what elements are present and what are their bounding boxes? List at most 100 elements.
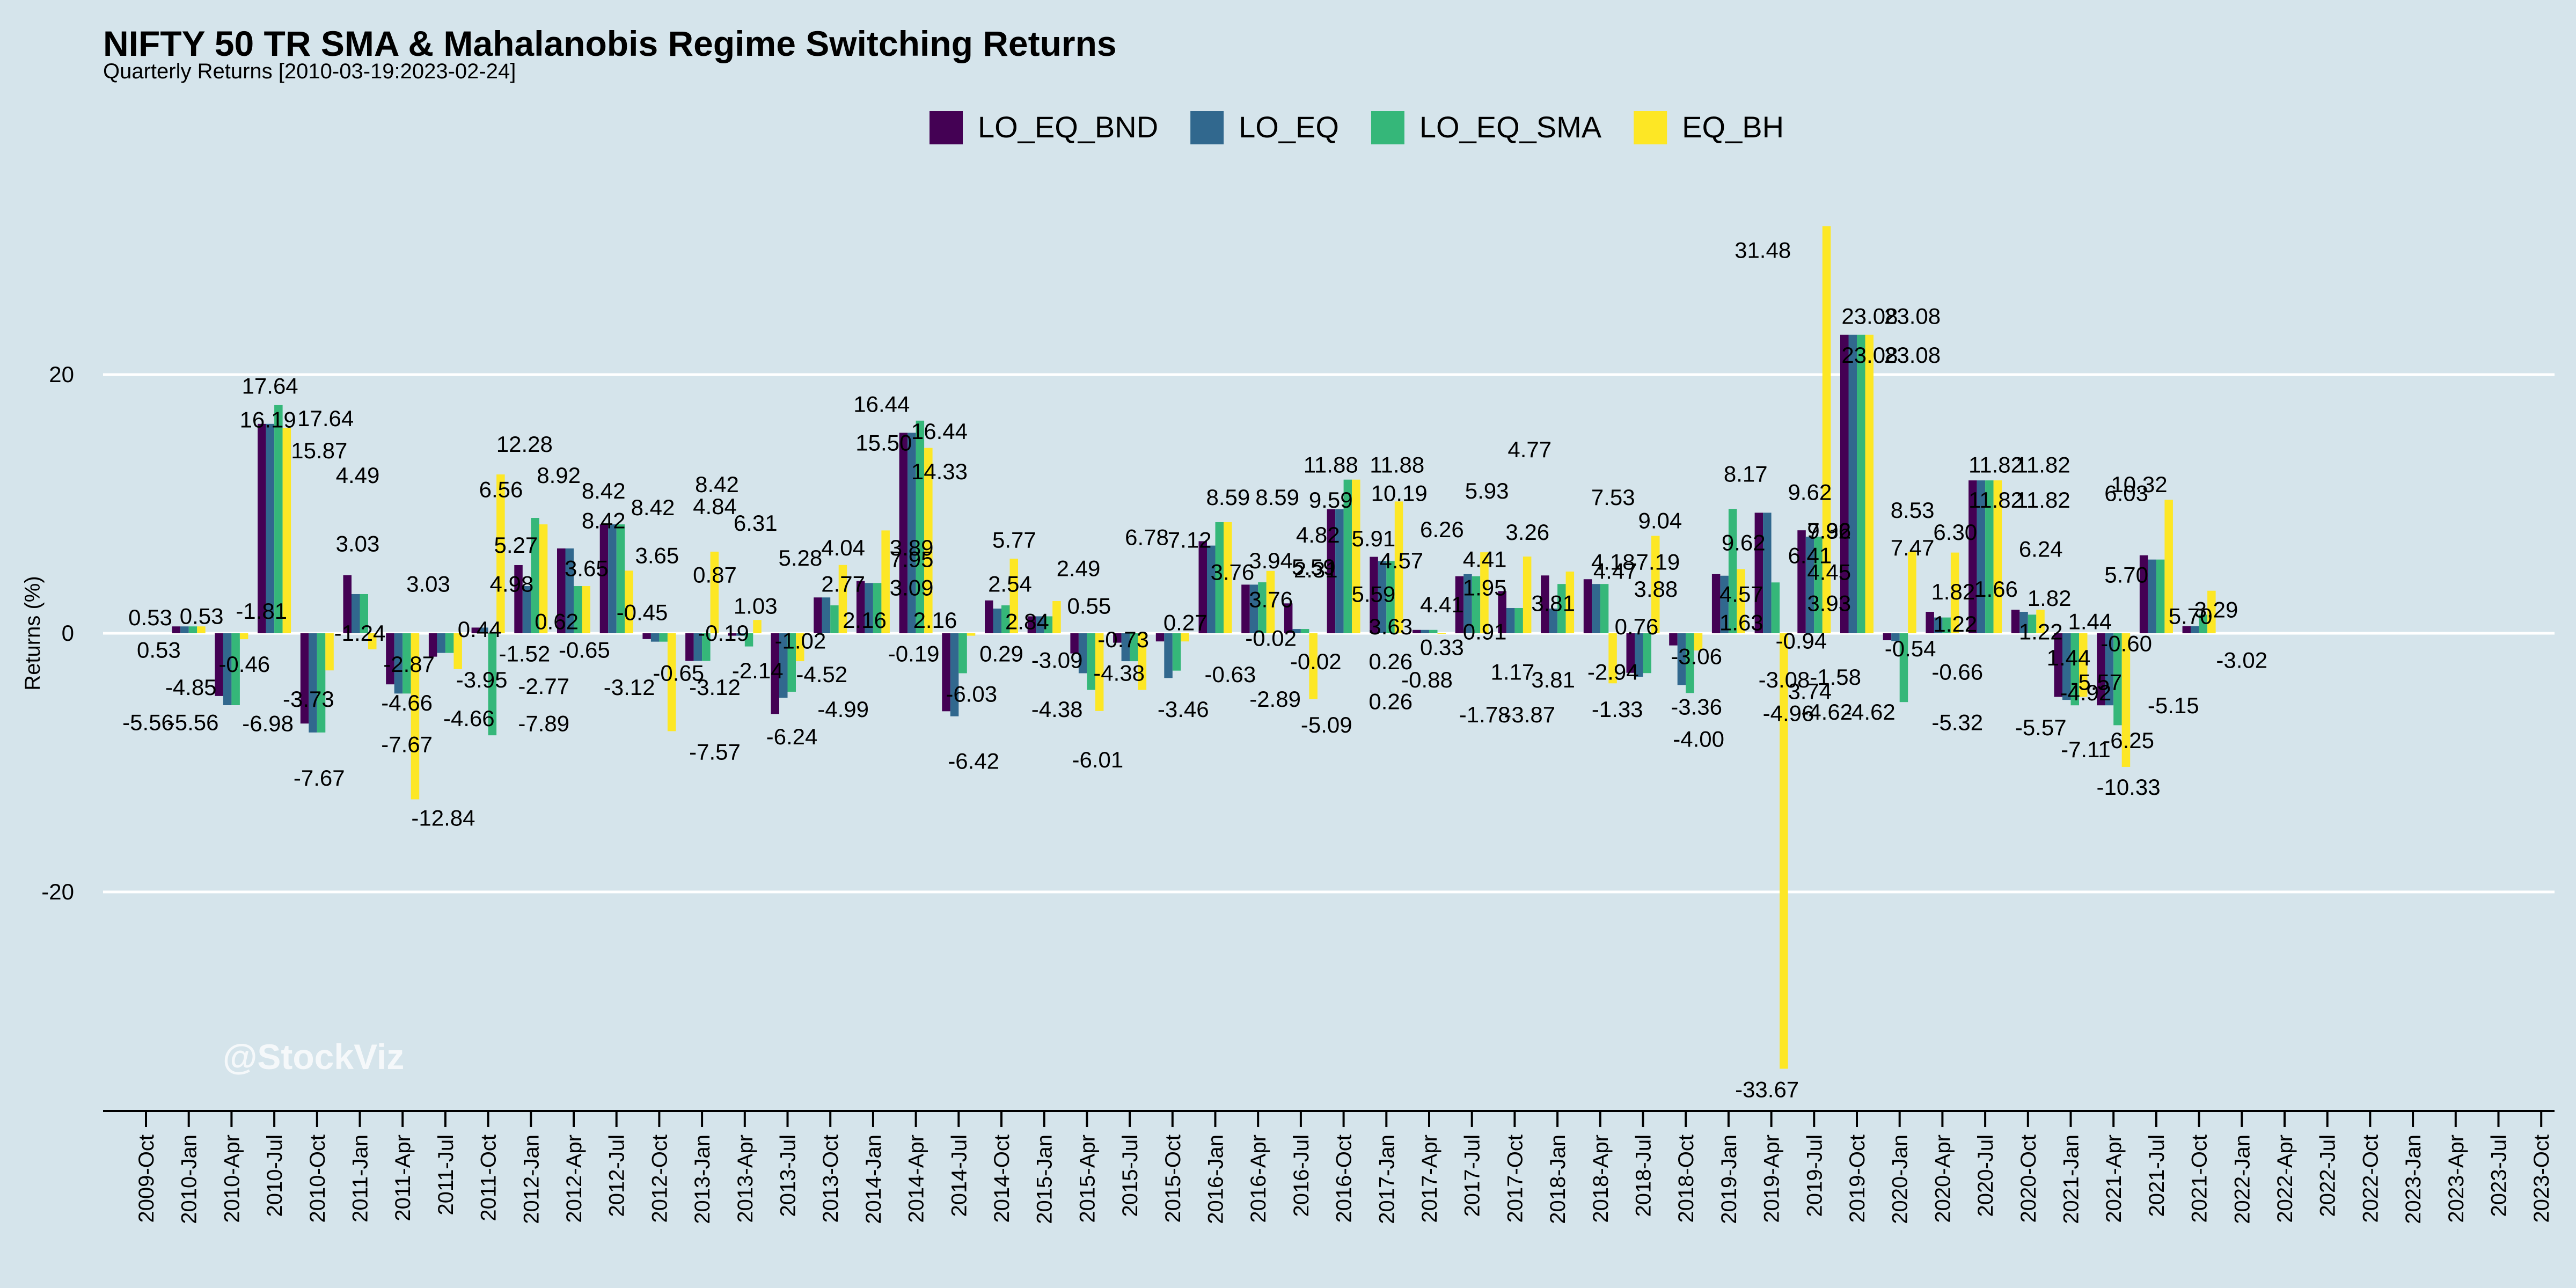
data-label: 14.33: [911, 459, 968, 484]
data-label: -4.66: [443, 706, 495, 731]
bar-lo-eq: [736, 633, 745, 636]
data-label: 7.19: [1636, 549, 1680, 574]
data-label: -2.77: [518, 674, 569, 699]
x-tick-label: 2017-Jul: [1461, 1135, 1484, 1217]
legend-label: EQ_BH: [1682, 110, 1784, 144]
data-label: 5.91: [1352, 526, 1396, 551]
data-label: 8.59: [1255, 485, 1299, 510]
data-label: 1.82: [2028, 586, 2072, 611]
bar-eq-bh: [881, 530, 890, 633]
bar-lo-eq-bnd: [942, 633, 950, 712]
data-label: 23.08: [1841, 342, 1898, 368]
data-label: 2.31: [1294, 557, 1338, 582]
data-label: -4.38: [1093, 661, 1145, 686]
data-label: -7.11: [2061, 737, 2111, 762]
data-label: 3.89: [890, 535, 934, 560]
bar-lo-eq: [1463, 574, 1472, 633]
data-label: 1.82: [1931, 579, 1975, 604]
bar-eq-bh: [1865, 334, 1874, 633]
data-label: 7.96: [1807, 518, 1851, 544]
legend-label: LO_EQ: [1239, 110, 1339, 144]
data-label: 5.70: [2104, 562, 2148, 588]
bar-eq-bh: [796, 633, 804, 662]
bar-lo-eq-bnd: [685, 633, 694, 661]
data-label: 0.76: [1615, 614, 1659, 639]
data-label: -3.73: [283, 686, 334, 712]
data-label: 9.04: [1638, 508, 1682, 533]
bar-lo-eq-bnd: [1284, 603, 1293, 633]
bar-eq-bh: [239, 633, 248, 640]
x-tick-label: 2014-Jan: [862, 1135, 885, 1224]
data-label: -6.42: [948, 749, 999, 774]
x-tick-label: 2011-Oct: [477, 1135, 501, 1221]
bar-lo-eq-sma: [445, 633, 454, 653]
bar-lo-eq-bnd: [642, 633, 651, 639]
data-label: -6.03: [946, 681, 997, 706]
data-label: 4.41: [1420, 592, 1464, 617]
bar-lo-eq-sma: [1557, 584, 1566, 633]
bar-lo-eq-sma: [2028, 614, 2037, 633]
bar-eq-bh: [1437, 633, 1446, 634]
data-label: 6.24: [2019, 536, 2063, 561]
data-label: 5.70: [2169, 604, 2213, 629]
bar-lo-eq: [2105, 633, 2114, 706]
data-label: 6.03: [2104, 481, 2148, 506]
bar-lo-eq: [950, 633, 959, 716]
x-tick-label: 2019-Oct: [1846, 1135, 1869, 1223]
x-tick-label: 2020-Apr: [1931, 1135, 1955, 1223]
bar-eq-bh: [1737, 569, 1745, 633]
bar-lo-eq: [1635, 633, 1643, 677]
bar-lo-eq-sma: [1001, 605, 1010, 633]
bar-lo-eq: [1121, 633, 1130, 662]
data-label: 10.19: [1371, 481, 1428, 506]
x-tick-label: 2018-Jan: [1546, 1135, 1570, 1224]
bar-lo-eq: [1677, 633, 1686, 685]
bar-lo-eq-sma: [1172, 633, 1181, 671]
x-tick-label: 2012-Jul: [605, 1135, 629, 1217]
bar-lo-eq-bnd: [1241, 584, 1250, 633]
bar-eq-bh: [1780, 633, 1788, 1069]
data-label: 23.08: [1884, 304, 1941, 329]
data-label: 6.41: [1788, 543, 1832, 568]
chart-title: NIFTY 50 TR SMA & Mahalanobis Regime Swi…: [103, 24, 1117, 63]
data-label: -0.19: [888, 641, 940, 667]
bar-eq-bh: [2164, 500, 2173, 633]
watermark-text: @StockViz: [223, 1037, 404, 1077]
data-label: -5.57: [2070, 670, 2122, 695]
bar-lo-eq-sma: [188, 626, 197, 633]
bar-lo-eq: [1506, 608, 1515, 633]
data-label: 6.30: [1933, 519, 1977, 545]
data-label: 11.82: [1968, 487, 2023, 513]
data-label: -3.09: [1031, 648, 1083, 673]
bar-lo-eq-sma: [1044, 616, 1053, 633]
y-tick-label: 0: [62, 620, 74, 646]
data-label: 0.91: [1463, 619, 1507, 645]
x-tick-label: 2019-Jul: [1803, 1135, 1826, 1217]
bar-lo-eq-bnd: [1155, 633, 1165, 642]
x-tick-label: 2022-Jan: [2230, 1135, 2254, 1224]
data-label: 16.44: [911, 419, 968, 444]
data-label: -2.87: [383, 652, 435, 677]
bar-eq-bh: [1950, 552, 1959, 633]
data-label: -3.06: [1671, 643, 1722, 669]
bar-eq-bh: [967, 633, 976, 636]
bar-lo-eq-bnd: [1711, 574, 1721, 633]
bar-lo-eq-bnd: [1198, 541, 1207, 633]
data-label: -3.36: [1671, 694, 1722, 719]
data-label: -4.96: [1763, 700, 1814, 726]
x-tick-label: 2012-Apr: [562, 1135, 586, 1223]
data-label: 8.17: [1724, 462, 1768, 487]
bar-lo-eq-sma: [1771, 582, 1780, 633]
bar-lo-eq-bnd: [471, 627, 480, 633]
bar-lo-eq-sma: [1899, 633, 1908, 702]
x-tick-label: 2018-Apr: [1589, 1135, 1613, 1223]
bar-lo-eq-bnd: [899, 433, 908, 633]
data-label: 4.18: [1591, 549, 1635, 574]
x-tick-label: 2021-Jul: [2145, 1135, 2169, 1217]
bar-lo-eq-sma: [1472, 576, 1481, 633]
data-label: -3.95: [456, 667, 508, 692]
x-tick-label: 2011-Jul: [434, 1135, 458, 1215]
data-label: 2.84: [1005, 609, 1049, 634]
bar-eq-bh: [411, 633, 420, 800]
bar-eq-bh: [539, 524, 548, 633]
